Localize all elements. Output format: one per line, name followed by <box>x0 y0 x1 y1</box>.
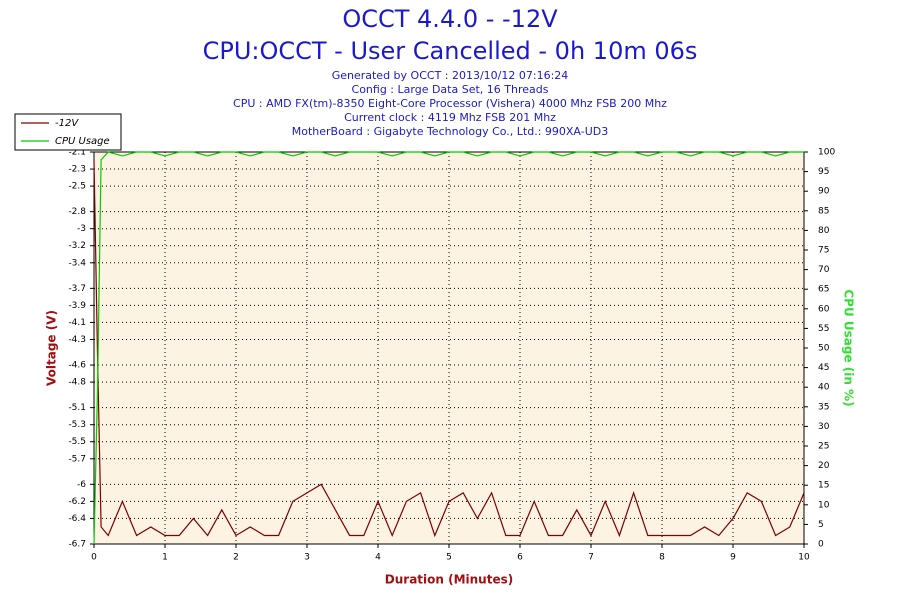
info-line: CPU : AMD FX(tm)-8350 Eight-Core Process… <box>233 97 667 110</box>
info-line: Current clock : 4119 Mhz FSB 201 Mhz <box>344 111 556 124</box>
info-line: MotherBoard : Gigabyte Technology Co., L… <box>292 125 608 138</box>
y2-tick-label: 40 <box>818 383 830 393</box>
x-axis-label: Duration (Minutes) <box>385 573 513 587</box>
x-tick-label: 3 <box>304 553 310 563</box>
y-tick-label: -5.5 <box>68 437 86 447</box>
y2-tick-label: 35 <box>818 402 829 412</box>
x-tick-label: 5 <box>446 553 452 563</box>
y-tick-label: -2.1 <box>68 148 86 158</box>
y-tick-label: -6.7 <box>68 540 86 550</box>
y2-axis-label: CPU Usage (in %) <box>842 289 856 406</box>
y2-tick-label: 15 <box>818 481 829 491</box>
x-tick-label: 1 <box>162 553 168 563</box>
y2-tick-label: 5 <box>818 520 824 530</box>
x-tick-label: 9 <box>730 553 736 563</box>
y-tick-label: -3 <box>77 224 86 234</box>
y2-tick-label: 60 <box>818 304 830 314</box>
y-tick-label: -4.3 <box>68 335 86 345</box>
y2-tick-label: 30 <box>818 422 830 432</box>
y2-tick-label: 20 <box>818 461 830 471</box>
x-tick-label: 6 <box>517 553 523 563</box>
y2-tick-label: 80 <box>818 226 830 236</box>
y-tick-label: -2.8 <box>68 207 86 217</box>
y2-tick-label: 50 <box>818 344 830 354</box>
y2-tick-label: 10 <box>818 500 830 510</box>
y-tick-label: -5.1 <box>68 403 86 413</box>
y-tick-label: -3.4 <box>68 258 86 268</box>
y2-tick-label: 45 <box>818 363 829 373</box>
legend-label: -12V <box>55 118 79 129</box>
y-tick-label: -3.9 <box>68 301 86 311</box>
x-tick-label: 10 <box>798 553 810 563</box>
x-tick-label: 7 <box>588 553 594 563</box>
y2-tick-label: 70 <box>818 265 830 275</box>
y-tick-label: -6 <box>77 480 86 490</box>
x-tick-label: 8 <box>659 553 665 563</box>
y-tick-label: -2.3 <box>68 165 86 175</box>
y-tick-label: -4.8 <box>68 378 86 388</box>
y2-tick-label: 55 <box>818 324 829 334</box>
y2-tick-label: 65 <box>818 285 829 295</box>
x-tick-label: 4 <box>375 553 381 563</box>
chart-title: OCCT 4.4.0 - -12V <box>342 5 558 33</box>
y-tick-label: -2.5 <box>68 182 86 192</box>
legend-box <box>14 113 122 151</box>
y2-tick-label: 90 <box>818 187 830 197</box>
y-tick-label: -5.3 <box>68 420 86 430</box>
info-line: Config : Large Data Set, 16 Threads <box>352 83 549 96</box>
y2-tick-label: 95 <box>818 167 829 177</box>
series-line <box>93 151 804 545</box>
legend-label: CPU Usage <box>55 136 110 147</box>
x-tick-label: 0 <box>91 553 97 563</box>
y2-tick-label: 85 <box>818 206 829 216</box>
y2-tick-label: 25 <box>818 442 829 452</box>
series-line <box>93 160 805 538</box>
y-tick-label: -4.6 <box>68 361 86 371</box>
y-tick-label: -3.7 <box>68 284 86 294</box>
y-tick-label: -4.1 <box>68 318 86 328</box>
info-line: Generated by OCCT : 2013/10/12 07:16:24 <box>332 69 569 82</box>
y-tick-label: -6.2 <box>68 497 86 507</box>
y2-tick-label: 100 <box>818 148 835 158</box>
x-tick-label: 2 <box>233 553 239 563</box>
y2-tick-label: 0 <box>818 540 824 550</box>
y-tick-label: -5.7 <box>68 454 86 464</box>
y-tick-label: -3.2 <box>68 241 86 251</box>
chart-subtitle: CPU:OCCT - User Cancelled - 0h 10m 06s <box>203 37 698 65</box>
y-tick-label: -6.4 <box>68 514 86 524</box>
y-axis-label: Voltage (V) <box>45 310 59 386</box>
y2-tick-label: 75 <box>818 246 829 256</box>
